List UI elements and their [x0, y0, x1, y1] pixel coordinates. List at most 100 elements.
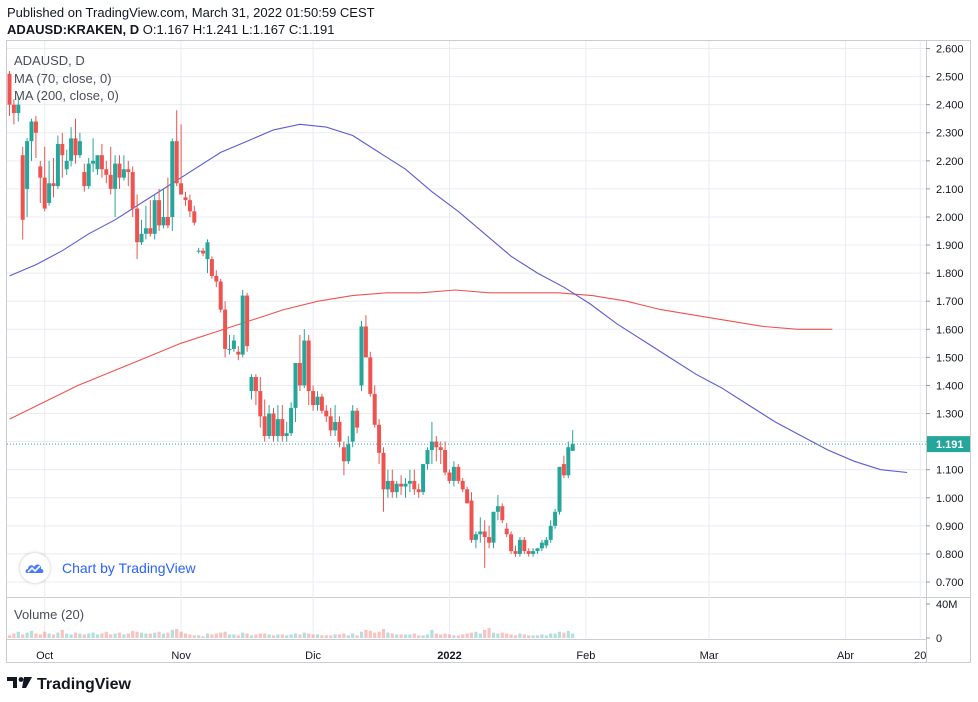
- volume-bar: [465, 633, 469, 638]
- volume-bar: [421, 635, 425, 638]
- candle-body: [509, 534, 514, 552]
- time-tick-label: Nov: [171, 650, 191, 662]
- candle-body: [64, 160, 69, 170]
- candle-body: [513, 551, 518, 554]
- price-tick-label: 2.000: [936, 212, 964, 224]
- candle-body: [535, 548, 540, 552]
- candle: [20, 146, 25, 240]
- candle: [209, 256, 214, 279]
- candle-body: [517, 539, 522, 554]
- volume-bar: [135, 631, 139, 638]
- candle-body: [60, 143, 65, 156]
- candle: [429, 421, 434, 465]
- candle: [284, 421, 289, 442]
- candle: [236, 346, 241, 361]
- candle: [249, 374, 254, 400]
- volume-bar: [236, 635, 240, 638]
- candle-body: [385, 480, 390, 490]
- volume-bar: [456, 635, 460, 638]
- candle-body: [311, 391, 316, 406]
- candle: [161, 188, 166, 229]
- volume-bar: [505, 633, 509, 638]
- candle-body: [16, 104, 21, 114]
- volume-bar: [443, 633, 447, 638]
- last-price-marker: 1.191: [7, 436, 970, 453]
- candle-body: [447, 472, 452, 481]
- candle-body: [227, 348, 232, 350]
- candle-body: [377, 424, 382, 453]
- candle: [293, 362, 298, 422]
- candle-body: [456, 466, 461, 481]
- chart-watermark[interactable]: Chart by TradingView: [20, 553, 196, 583]
- candle-body: [407, 480, 412, 484]
- candle-body: [570, 444, 575, 451]
- footer-brand[interactable]: TradingView: [7, 675, 131, 694]
- volume-bar: [359, 631, 364, 638]
- volume-bar: [258, 633, 262, 638]
- price-tick-label: 1.000: [936, 493, 964, 505]
- volume-bar: [16, 631, 20, 638]
- volume-bar: [51, 634, 56, 638]
- candle: [451, 461, 456, 487]
- candle-body: [157, 200, 162, 226]
- candle: [566, 441, 571, 479]
- candle-body: [473, 534, 478, 540]
- candle-body: [346, 444, 351, 462]
- candle: [473, 531, 478, 549]
- last-price-label: 1.191: [936, 439, 964, 451]
- candle-body: [425, 450, 430, 465]
- price-axis[interactable]: 2.600 2.500 2.400 2.300 2.200 2.100 2.000 1.900…: [926, 44, 964, 590]
- candle: [95, 155, 100, 175]
- volume-bar: [100, 633, 104, 638]
- grid-lines: [7, 41, 926, 638]
- candle: [187, 194, 192, 217]
- candle-body: [91, 160, 96, 164]
- candle: [385, 469, 390, 498]
- low-label: L:: [241, 22, 253, 37]
- time-tick-label: 2022: [437, 650, 461, 662]
- volume-bar: [192, 635, 196, 638]
- volume-bar: [434, 633, 438, 638]
- candle: [11, 99, 16, 125]
- volume-bar: [157, 631, 161, 638]
- candle: [16, 96, 21, 122]
- open-label: O:: [142, 22, 157, 37]
- candle-body: [148, 228, 153, 234]
- candle-body: [152, 200, 157, 234]
- high-value: 1.241: [205, 22, 239, 37]
- tradingview-logo-icon: [7, 675, 33, 694]
- candle-body: [174, 141, 179, 184]
- volume-axis: 40M 0: [926, 599, 957, 645]
- candle: [130, 166, 135, 217]
- candle-body: [280, 419, 285, 436]
- candle-body: [337, 421, 342, 442]
- close-value: 1.191: [301, 22, 335, 37]
- candle: [319, 393, 324, 414]
- candle: [148, 200, 153, 237]
- volume-bar: [351, 633, 355, 638]
- candle: [394, 480, 399, 498]
- candle: [258, 377, 263, 428]
- legend-symbol[interactable]: ADAUSD, D: [14, 53, 85, 68]
- candle-body: [526, 551, 531, 554]
- volume-bar: [12, 633, 16, 638]
- volume-bar: [430, 629, 434, 638]
- candle-body: [245, 295, 250, 347]
- candle-body: [289, 407, 294, 434]
- candle-body: [469, 500, 474, 540]
- tradingview-cloud-icon: [20, 553, 50, 583]
- volume-bar: [346, 635, 350, 638]
- candle: [77, 132, 82, 159]
- volume-bar: [302, 632, 306, 638]
- candle: [368, 351, 373, 397]
- time-axis[interactable]: Oct Nov Dic 2022 Feb Mar Abr 20: [36, 650, 926, 662]
- legend-volume[interactable]: Volume (20): [14, 607, 85, 622]
- volume-bar: [139, 632, 144, 638]
- legend-ma70[interactable]: MA (70, close, 0): [14, 71, 112, 86]
- candle-body: [531, 551, 536, 554]
- candle-body: [500, 506, 505, 521]
- volume-bar: [491, 632, 496, 638]
- candle-body: [293, 362, 298, 408]
- legend-ma200[interactable]: MA (200, close, 0): [14, 88, 119, 103]
